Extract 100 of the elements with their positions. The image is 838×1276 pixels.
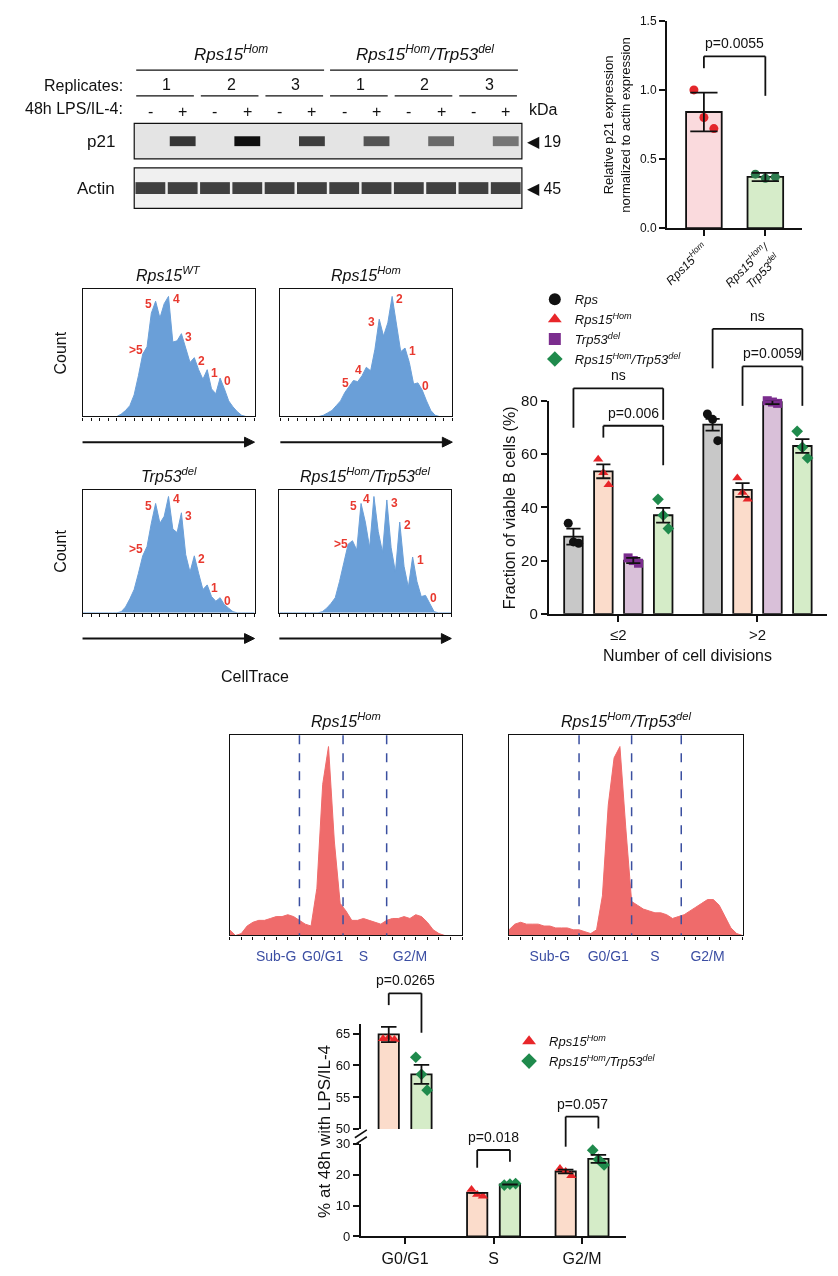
text: 2 [227, 76, 236, 93]
annotation: p=0.018 [468, 1129, 520, 1145]
category-label: + [307, 103, 317, 120]
text: Rps15$^{Hom}$/Trp53$^{del}$ [356, 42, 495, 65]
x-tick-label: Sub-G [529, 948, 571, 965]
annotation: 4 [355, 363, 362, 377]
x-tick-label: G2/M [690, 948, 725, 965]
annotation: >5 [129, 542, 144, 556]
y-tick-label: 55 [335, 1089, 351, 1105]
text: kDa [529, 101, 558, 118]
y-axis-title: Relative p21 expression normalized to actin expression [600, 37, 633, 213]
legend-label: Rps15$^{Hom}$ [549, 1032, 607, 1050]
chart-title: Rps15$^{WT}$ [136, 264, 201, 284]
chart-title: Rps15$^{Hom}$/Trp53$^{del}$ [300, 465, 431, 485]
annotation: 1 [211, 366, 218, 380]
y-axis-title: Count [52, 529, 70, 573]
text: p=0.0265 [376, 972, 435, 988]
legend-label: Rps15$^{Hom}$ [574, 310, 633, 328]
y-tick-label: 60 [521, 445, 538, 463]
annotation: p=0.0055 [705, 35, 764, 51]
annotation: 1 [211, 581, 218, 595]
legend-label: Rps [574, 292, 599, 308]
annotation: 4 [363, 492, 370, 506]
category-label: - [406, 103, 412, 120]
y-tick-label: 40 [521, 498, 538, 516]
text: 2 [420, 76, 429, 93]
x-tick-label: >2 [748, 625, 767, 643]
annotation: p=0.006 [608, 405, 660, 421]
annotation: 2 [198, 552, 205, 566]
y-tick-label: 20 [521, 551, 538, 569]
legend-label: Rps15$^{Hom}$/Trp53$^{del}$ [574, 350, 682, 367]
x-tick-label: S [358, 948, 369, 965]
x-tick-label: G2/M [562, 1249, 602, 1267]
annotation: 5 [145, 297, 152, 311]
y-tick-label: 30 [335, 1136, 351, 1152]
annotation: 3 [391, 496, 398, 510]
annotation: 0 [422, 379, 429, 393]
y-tick-label: 80 [521, 391, 538, 409]
x-axis-title: Number of cell divisions [603, 647, 772, 664]
annotation: 5 [350, 499, 357, 513]
category-label: + [178, 103, 188, 120]
chart-title: Trp53$^{del}$ [141, 465, 198, 485]
annotation: 2 [396, 292, 403, 306]
x-tick-label: G0/G1 [302, 948, 344, 965]
annotation: 3 [185, 509, 192, 523]
y-axis-title: Count [51, 331, 69, 375]
annotation: >5 [334, 537, 349, 551]
chart-title: Rps15$^{Hom}$/Trp53$^{del}$ [561, 710, 692, 730]
x-tick-label: S [488, 1249, 499, 1267]
annotation: >5 [129, 343, 144, 357]
text: ns [750, 308, 765, 324]
text: p=0.0059 [743, 345, 802, 361]
category-label: - [342, 103, 348, 120]
annotation: 0 [224, 374, 231, 388]
x-tick-label: S [650, 948, 660, 965]
x-tick-label: G0/G1 [587, 948, 630, 965]
x-tick-label: ≤2 [610, 625, 627, 643]
category-label: p21 [87, 132, 116, 151]
annotation: 2 [198, 354, 205, 368]
x-axis-title: CellTrace [221, 668, 289, 685]
annotation: 0 [430, 591, 437, 605]
y-tick-label: 10 [335, 1198, 351, 1214]
chart-title: Rps15$^{Hom}$ [311, 710, 381, 730]
text: Rps15$^{Hom}$ [194, 42, 269, 65]
category-label: + [243, 103, 253, 120]
annotation: 2 [404, 518, 411, 532]
annotation: 5 [145, 499, 152, 513]
category-label: - [212, 103, 218, 120]
category-label: ◀ 45 [527, 180, 562, 197]
x-tick-label: G0/G1 [381, 1249, 429, 1267]
text: 1 [356, 76, 365, 93]
y-tick-label: 0 [343, 1228, 351, 1244]
annotation: 1 [417, 553, 424, 567]
annotation: 3 [185, 330, 192, 344]
annotation: 5 [342, 376, 349, 390]
text: 3 [485, 76, 494, 93]
category-label: + [501, 103, 511, 120]
annotation: 1 [409, 344, 416, 358]
category-label: + [372, 103, 382, 120]
annotation: 0 [224, 594, 231, 608]
category-label: - [148, 103, 154, 120]
y-tick-label: 1.0 [639, 83, 657, 98]
category-label: - [277, 103, 283, 120]
category-label: ◀ 19 [527, 133, 562, 150]
text: 1 [162, 76, 171, 93]
y-tick-label: 20 [335, 1167, 351, 1183]
category-label: Actin [77, 179, 115, 198]
text: 3 [291, 76, 300, 93]
x-tick-label: Sub-G [255, 948, 297, 965]
x-tick-label: G2/M [392, 948, 428, 965]
y-axis-title: Fraction of viable B cells (%) [500, 406, 518, 610]
y-tick-label: 65 [335, 1026, 351, 1042]
y-axis-title: % at 48h with LPS/IL-4 [315, 1044, 335, 1218]
annotation: p=0.057 [557, 1096, 609, 1112]
legend-label: Rps15$^{Hom}$/Trp53$^{del}$ [549, 1052, 656, 1070]
y-tick-label: 0.5 [639, 152, 657, 167]
y-tick-label: 0 [529, 605, 538, 623]
text: ns [611, 367, 626, 383]
annotation: 4 [173, 292, 180, 306]
y-tick-label: 50 [335, 1121, 351, 1137]
